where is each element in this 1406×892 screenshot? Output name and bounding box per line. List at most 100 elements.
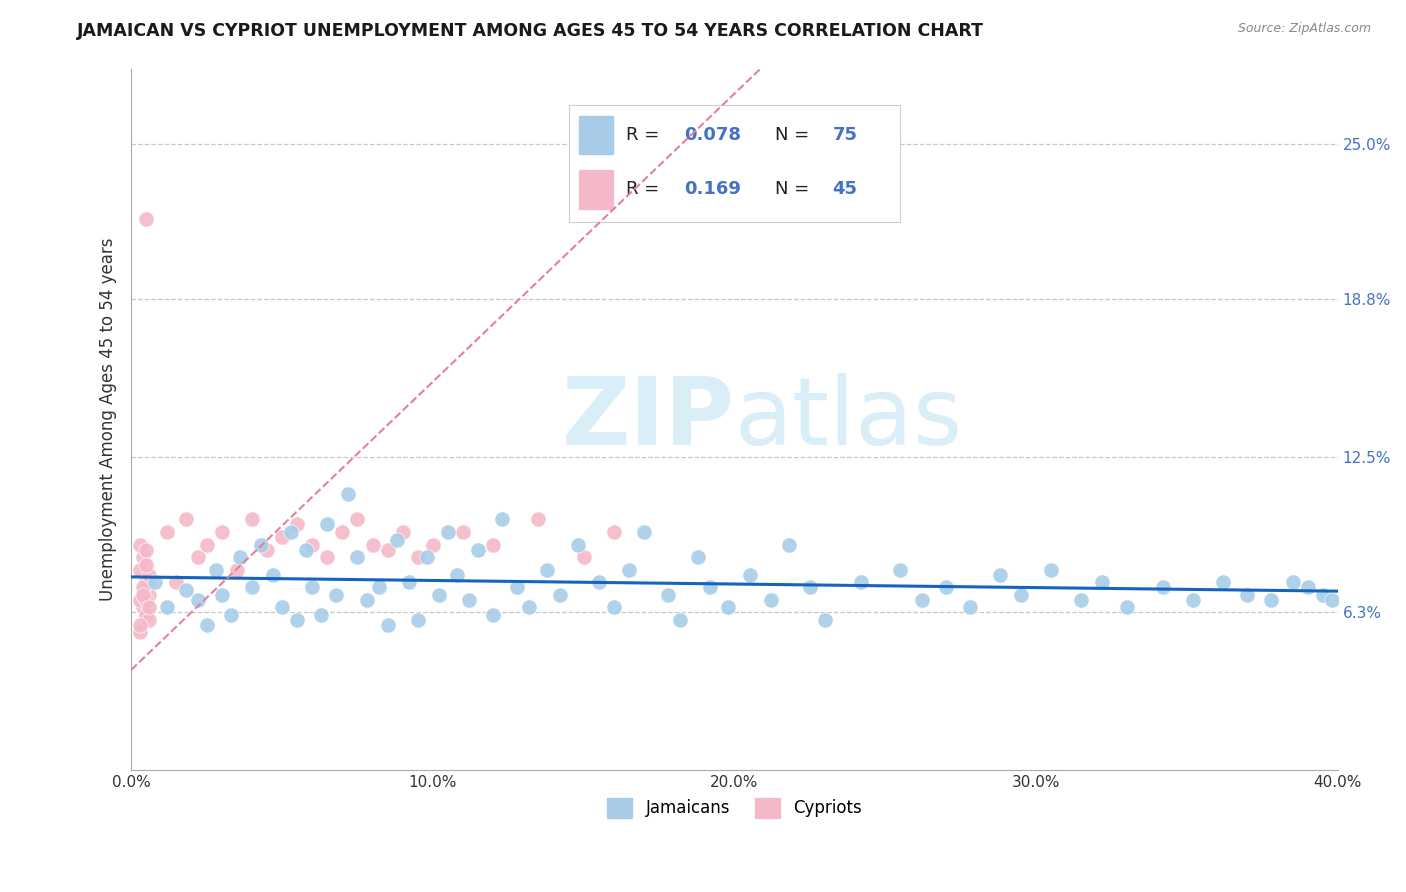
Point <box>491 512 513 526</box>
Point <box>285 517 308 532</box>
Point <box>437 524 460 539</box>
Point <box>482 537 505 551</box>
Point <box>316 517 339 532</box>
Point <box>814 613 837 627</box>
Point <box>851 575 873 590</box>
Point <box>129 617 152 632</box>
Point <box>377 542 399 557</box>
Point <box>427 588 450 602</box>
Point <box>572 549 595 564</box>
Point <box>132 600 155 615</box>
Point <box>129 592 152 607</box>
Point <box>346 549 368 564</box>
Point <box>567 537 589 551</box>
Point <box>1115 600 1137 615</box>
Point <box>301 537 323 551</box>
Point <box>1296 580 1319 594</box>
Point <box>1091 575 1114 590</box>
Text: Source: ZipAtlas.com: Source: ZipAtlas.com <box>1237 22 1371 36</box>
Point <box>311 607 333 622</box>
Point <box>240 580 263 594</box>
Point <box>250 537 273 551</box>
Point <box>229 549 252 564</box>
Point <box>337 487 360 501</box>
Point <box>332 524 354 539</box>
Point <box>536 563 558 577</box>
Point <box>759 592 782 607</box>
Point <box>225 563 247 577</box>
Point <box>1312 588 1334 602</box>
Point <box>1181 592 1204 607</box>
Y-axis label: Unemployment Among Ages 45 to 54 years: Unemployment Among Ages 45 to 54 years <box>100 237 117 601</box>
Point <box>174 582 197 597</box>
Point <box>356 592 378 607</box>
Point <box>129 563 152 577</box>
Point <box>316 549 339 564</box>
Point <box>688 549 710 564</box>
Point <box>548 588 571 602</box>
Text: JAMAICAN VS CYPRIOT UNEMPLOYMENT AMONG AGES 45 TO 54 YEARS CORRELATION CHART: JAMAICAN VS CYPRIOT UNEMPLOYMENT AMONG A… <box>77 22 984 40</box>
Point <box>910 592 932 607</box>
Point <box>361 537 384 551</box>
Point <box>174 512 197 526</box>
Point <box>135 592 157 607</box>
Point <box>416 549 439 564</box>
Point <box>135 211 157 226</box>
Point <box>138 588 160 602</box>
Point <box>219 607 242 622</box>
Point <box>377 617 399 632</box>
Point <box>145 575 167 590</box>
Point <box>135 558 157 572</box>
Point <box>325 588 347 602</box>
Point <box>959 600 981 615</box>
Point <box>699 580 721 594</box>
Point <box>135 607 157 622</box>
Point <box>129 625 152 640</box>
Point <box>527 512 550 526</box>
Point <box>166 575 188 590</box>
Point <box>135 575 157 590</box>
Point <box>1281 575 1303 590</box>
Point <box>129 537 152 551</box>
Point <box>669 613 692 627</box>
Point <box>346 512 368 526</box>
Point <box>385 533 408 547</box>
Point <box>295 542 318 557</box>
Point <box>301 580 323 594</box>
Point <box>132 588 155 602</box>
Point <box>482 607 505 622</box>
Point <box>738 567 761 582</box>
Point <box>1152 580 1174 594</box>
Point <box>187 549 209 564</box>
Point <box>935 580 957 594</box>
Point <box>211 524 233 539</box>
Point <box>391 524 413 539</box>
Point <box>271 530 294 544</box>
Point <box>406 613 429 627</box>
Point <box>211 588 233 602</box>
Point <box>135 542 157 557</box>
Point <box>617 563 640 577</box>
Point <box>156 600 179 615</box>
Point <box>988 567 1011 582</box>
Point <box>187 592 209 607</box>
Point <box>506 580 529 594</box>
Point <box>889 563 911 577</box>
Point <box>138 613 160 627</box>
Text: ZIP: ZIP <box>561 373 734 466</box>
Point <box>256 542 278 557</box>
Point <box>285 613 308 627</box>
Point <box>1010 588 1032 602</box>
Point <box>519 600 541 615</box>
Point <box>398 575 420 590</box>
Point <box>1212 575 1234 590</box>
Point <box>132 549 155 564</box>
Point <box>778 537 800 551</box>
Point <box>446 567 468 582</box>
Point <box>138 600 160 615</box>
Legend: Jamaicans, Cypriots: Jamaicans, Cypriots <box>600 791 869 825</box>
Point <box>657 588 679 602</box>
Point <box>406 549 429 564</box>
Point <box>195 617 218 632</box>
Point <box>1260 592 1282 607</box>
